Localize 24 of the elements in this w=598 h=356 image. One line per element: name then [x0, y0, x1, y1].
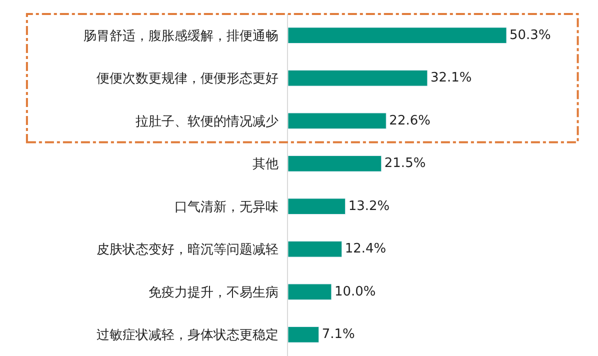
y-tick-label: 肠胃舒适，腹胀感缓解，排便通畅 [83, 28, 278, 44]
bar [288, 284, 332, 300]
bar [288, 326, 320, 343]
data-label: 32.1% [430, 70, 472, 86]
data-label: 13.2% [348, 198, 390, 214]
bar [288, 155, 382, 172]
data-label: 12.4% [344, 242, 386, 257]
bar [288, 112, 386, 130]
y-tick-label: 口气清新，无异味 [174, 200, 278, 215]
y-tick-label: 皮肤状态变好，暗沉等问题减轻 [96, 242, 278, 258]
bar [288, 240, 342, 258]
data-label: 10.0% [334, 284, 376, 300]
y-tick-label: 便便次数更规律，便便形态更好 [96, 72, 278, 87]
bar [288, 70, 428, 86]
y-tick-label: 拉肚子、软便的情况减少 [135, 114, 278, 130]
data-label: 22.6% [389, 113, 430, 128]
data-label: 21.5% [384, 156, 426, 172]
y-tick-label: 过敏症状减轻，身体状态更稳定 [96, 328, 278, 344]
y-tick-label: 免疫力提升，不易生病 [148, 285, 278, 300]
data-label: 50.3% [510, 28, 551, 43]
data-label: 7.1% [322, 327, 355, 342]
bar [288, 27, 507, 44]
bar [288, 198, 346, 215]
y-tick-label: 其他 [252, 157, 278, 172]
